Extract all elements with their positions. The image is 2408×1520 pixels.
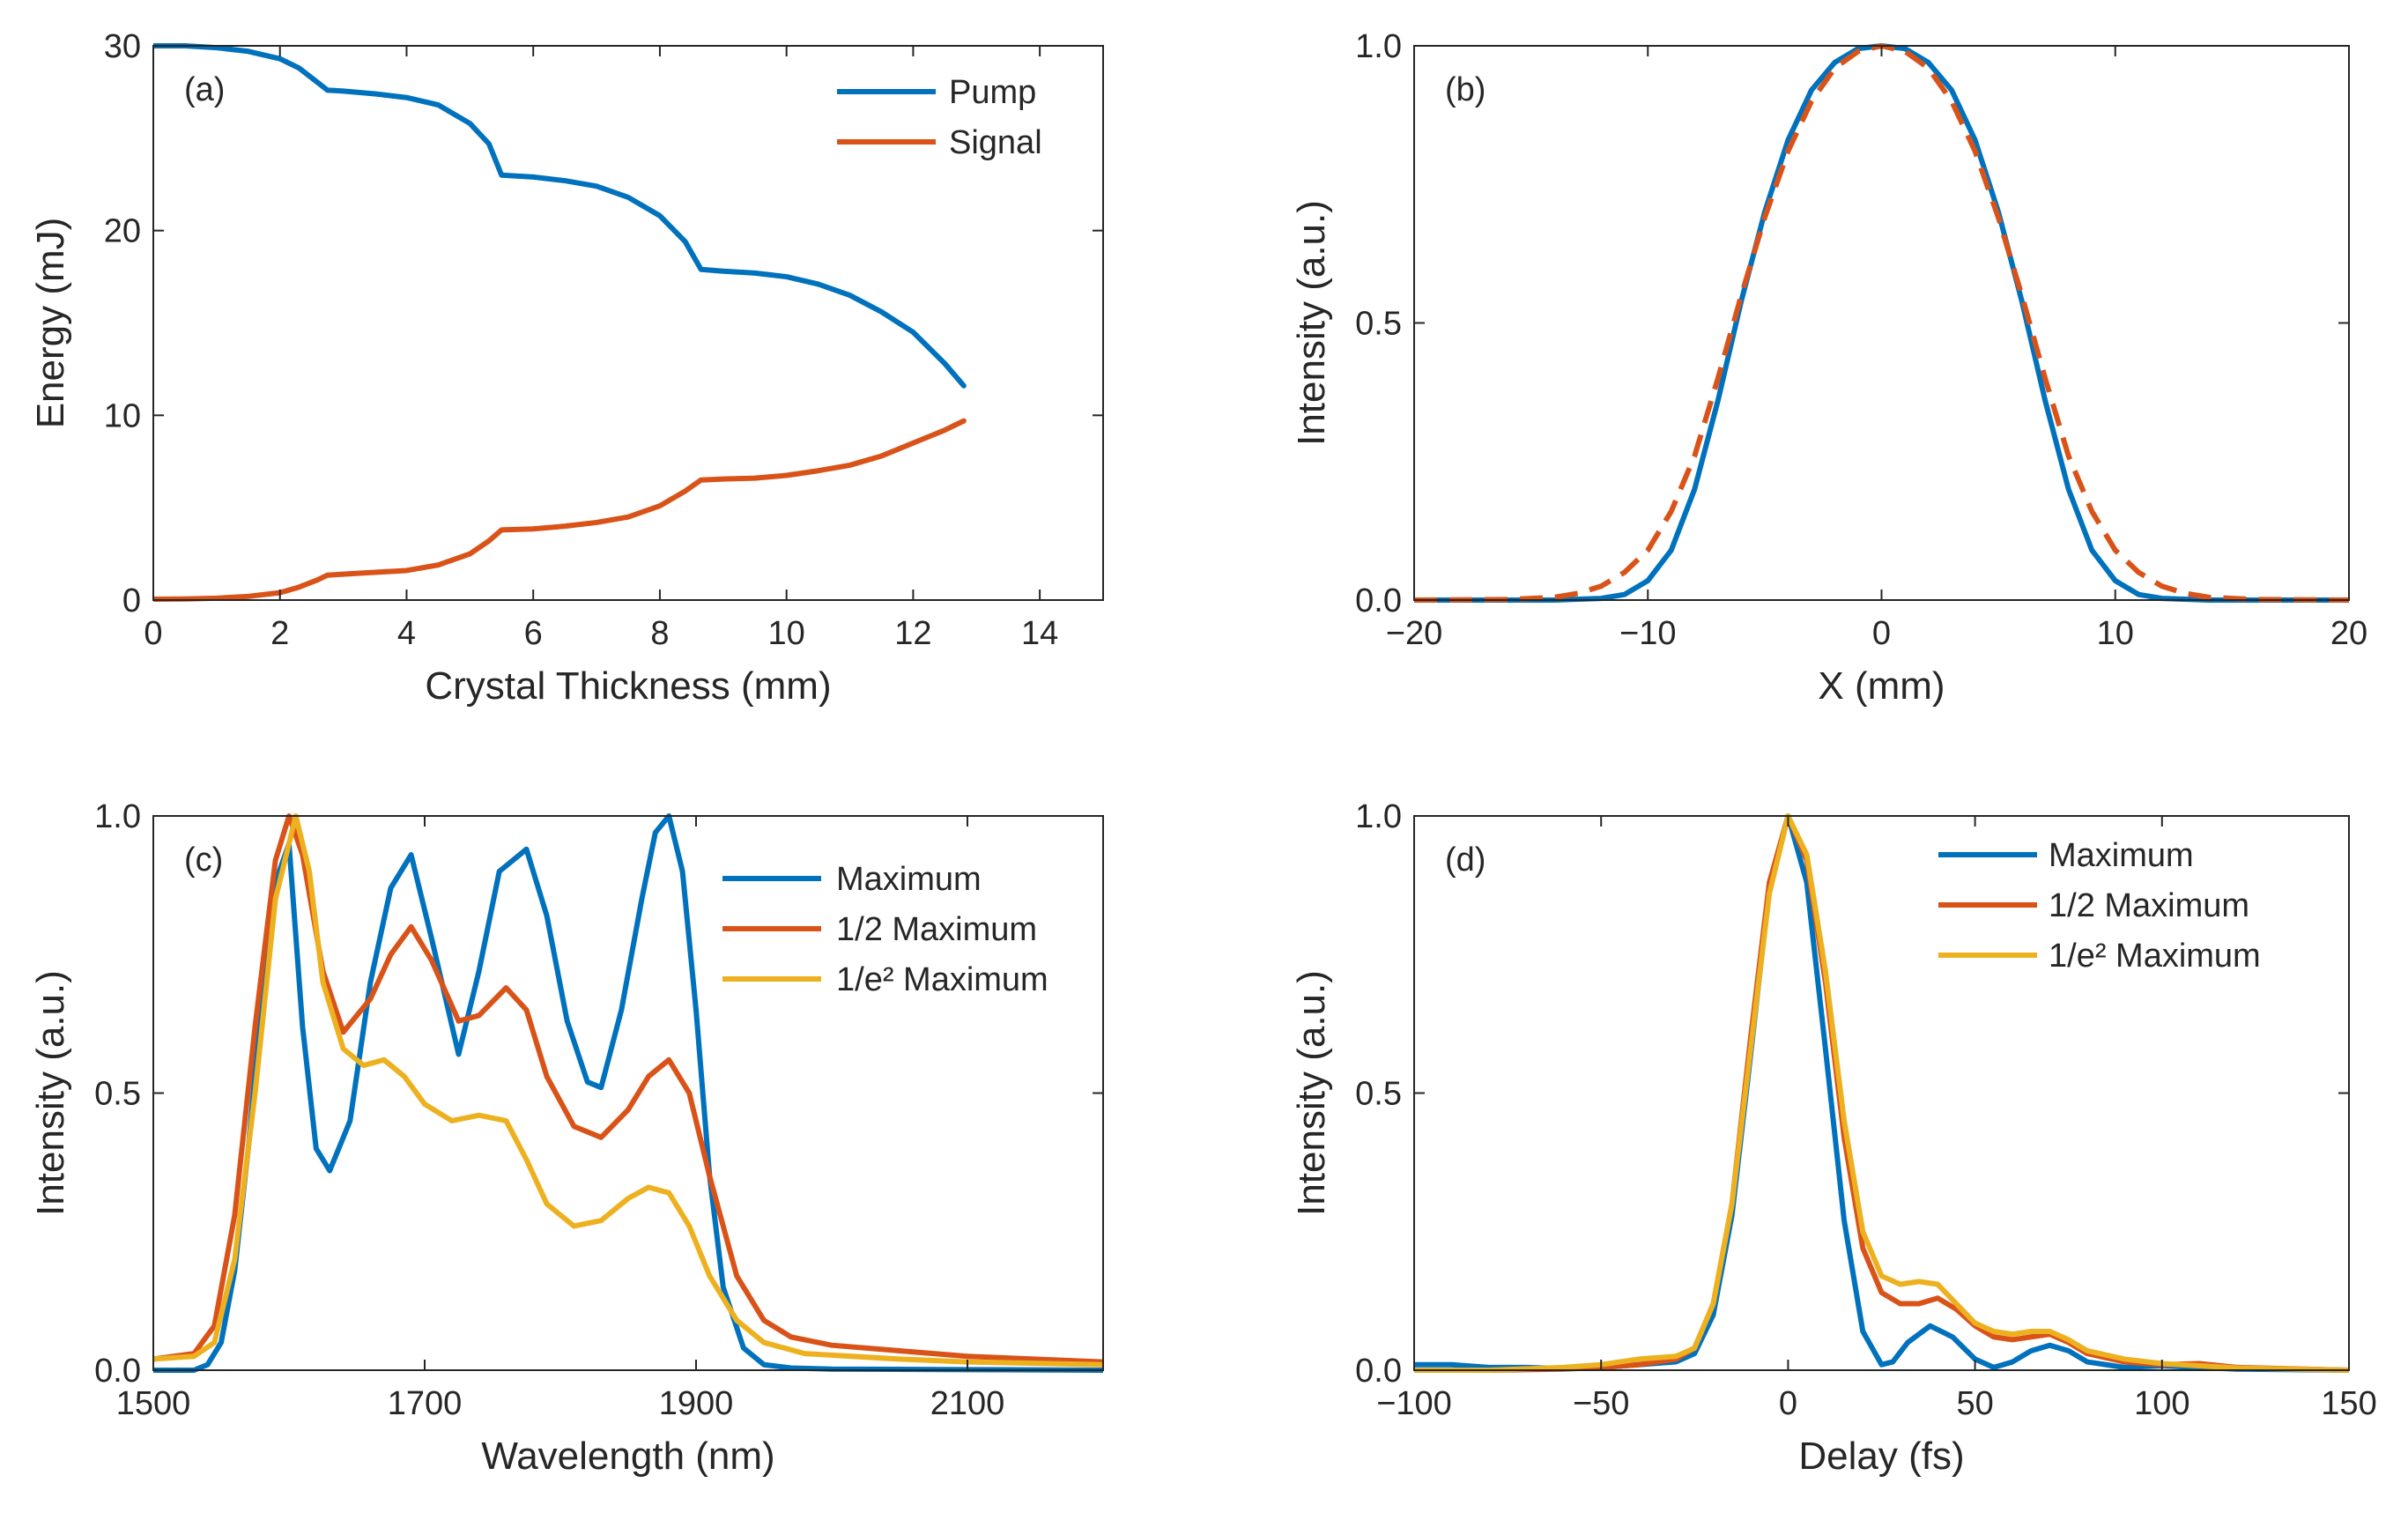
x-tick-label: −50	[1573, 1385, 1629, 1422]
y-tick-label: 30	[104, 28, 141, 65]
x-tick-label: 0	[1872, 615, 1891, 652]
y-tick-label: 0.0	[1355, 1353, 1402, 1390]
chart-panel-c: 1500 1700 1900 2100 0.0 0.5 1.0 Wavelength (nm)…	[29, 798, 1104, 1478]
x-tick-label: 50	[1956, 1385, 1993, 1422]
legend: Pump Signal	[837, 74, 1042, 161]
x-tick-label: 0	[144, 615, 162, 652]
x-tick-label: 150	[2321, 1385, 2376, 1422]
y-axis-label: Intensity (a.u.)	[29, 970, 72, 1216]
x-axis-label: Crystal Thickness (mm)	[425, 664, 831, 708]
chart-panel-d: −100 −50 0 50 100 150 0.0 0.5 1.0 Delay (fs) Inten…	[1290, 798, 2377, 1478]
x-tick-label: 8	[650, 615, 669, 652]
x-tick-label: 2	[270, 615, 289, 652]
series-line-maximum	[153, 813, 1103, 1373]
legend-label-pump: Pump	[949, 74, 1036, 111]
y-tick-label: 1.0	[94, 798, 141, 835]
series-line-dashed	[1414, 43, 2349, 603]
x-tick-label: −100	[1376, 1385, 1452, 1422]
y-axis-label: Intensity (a.u.)	[1290, 970, 1333, 1216]
x-tick-label: 1900	[659, 1385, 734, 1422]
chart-panel-a: 0 2 4 6 8 10 12 14 0 10 20 30 Crystal Thickness (mm)…	[29, 28, 1104, 708]
chart-panel-b: −20 −10 0 10 20 0.0 0.5 1.0 X (mm) Intensity (a.u…	[1290, 28, 2367, 708]
x-axis-label: Wavelength (nm)	[481, 1435, 774, 1478]
x-tick-label: 0	[1779, 1385, 1797, 1422]
legend-label-1-e-maximum: 1/e² Maximum	[836, 961, 1048, 998]
x-tick-label: 1700	[388, 1385, 463, 1422]
y-axis-label: Intensity (a.u.)	[1290, 200, 1333, 446]
x-axis-label: Delay (fs)	[1798, 1435, 1964, 1478]
y-tick-label: 0.0	[94, 1353, 141, 1390]
axes-box	[152, 815, 1104, 1371]
x-tick-label: 14	[1021, 615, 1058, 652]
x-tick-label: 1500	[116, 1385, 191, 1422]
y-tick-label: 0.5	[1355, 306, 1402, 343]
legend-label-signal: Signal	[949, 124, 1042, 161]
series-line-1-2-maximum	[153, 813, 1103, 1365]
x-tick-label: 10	[768, 615, 805, 652]
series-line-1-e-maximum	[153, 813, 1103, 1368]
series-line-1-e-maximum	[1414, 813, 2349, 1373]
legend-label-maximum: Maximum	[836, 861, 982, 898]
legend: Maximum 1/2 Maximum 1/e² Maximum	[722, 861, 1048, 998]
x-tick-label: 12	[894, 615, 931, 652]
series-line-pump	[153, 43, 967, 389]
y-tick-label: 0.0	[1355, 582, 1402, 619]
y-tick-label: 1.0	[1355, 798, 1402, 835]
x-axis-label: X (mm)	[1818, 664, 1945, 708]
panel-label: (c)	[184, 842, 223, 879]
legend-label-maximum: Maximum	[2049, 837, 2194, 874]
legend-label-1-2-maximum: 1/2 Maximum	[836, 911, 1037, 948]
y-tick-label: 0	[122, 582, 141, 619]
y-tick-label: 20	[104, 213, 141, 250]
y-tick-label: 10	[104, 397, 141, 434]
legend-label-1-2-maximum: 1/2 Maximum	[2049, 887, 2249, 924]
legend: Maximum 1/2 Maximum 1/e² Maximum	[1938, 837, 2261, 975]
x-tick-label: 20	[2330, 615, 2367, 652]
x-tick-label: 100	[2134, 1385, 2189, 1422]
x-tick-label: 2100	[930, 1385, 1005, 1422]
x-tick-label: 10	[2097, 615, 2134, 652]
panel-label: (b)	[1445, 71, 1486, 108]
y-tick-label: 0.5	[1355, 1076, 1402, 1113]
panel-label: (a)	[184, 71, 225, 108]
legend-label-1-e-maximum: 1/e² Maximum	[2049, 938, 2261, 975]
panel-label: (d)	[1445, 842, 1486, 879]
x-tick-label: −20	[1386, 615, 1442, 652]
series-line-solid	[1414, 43, 2349, 603]
y-tick-label: 0.5	[94, 1076, 141, 1113]
x-tick-label: 6	[524, 615, 543, 652]
y-axis-label: Energy (mJ)	[29, 218, 72, 429]
x-tick-label: 4	[397, 615, 416, 652]
axes-box	[152, 45, 1104, 601]
series-line-signal	[153, 418, 967, 602]
x-tick-label: −10	[1619, 615, 1676, 652]
axes-box	[1413, 45, 2350, 601]
y-tick-label: 1.0	[1355, 28, 1402, 65]
